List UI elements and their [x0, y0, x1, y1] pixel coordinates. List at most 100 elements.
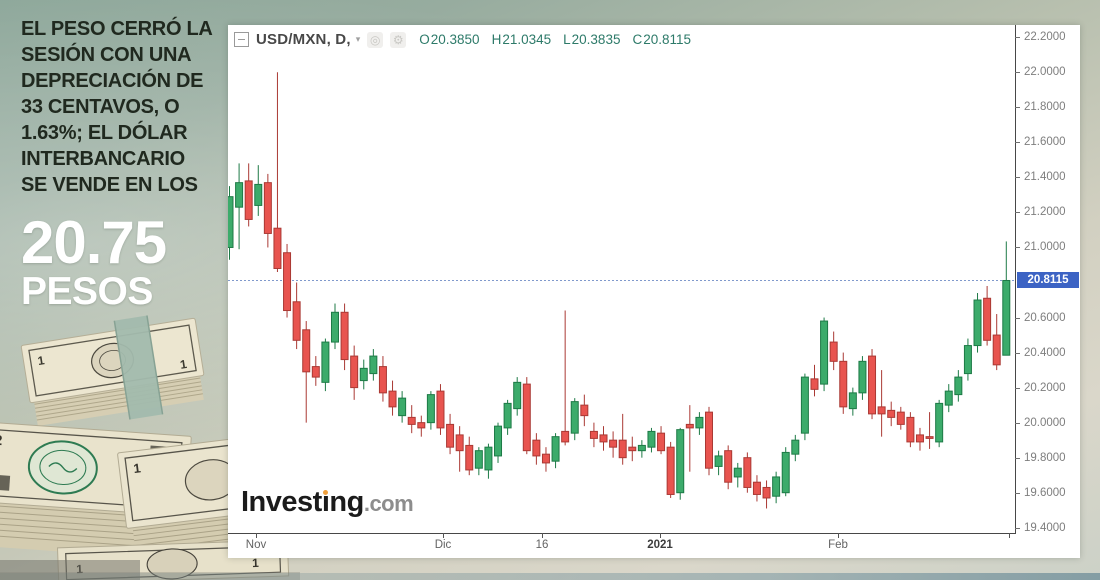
candle: [407, 416, 416, 425]
close-value: C20.8115: [632, 32, 692, 47]
collapse-chart-button[interactable]: [234, 32, 249, 47]
candle: [503, 402, 512, 429]
candle: [522, 383, 531, 452]
candle: [340, 311, 349, 361]
date-axis-tick: [443, 533, 444, 538]
date-axis-label: Feb: [828, 539, 848, 551]
candle: [695, 416, 704, 429]
price-axis-label: 21.4000: [1024, 171, 1066, 184]
price-axis-label: 19.8000: [1024, 451, 1066, 464]
svg-text:1: 1: [179, 357, 188, 372]
headline-line: SESIÓN CON UNA: [21, 44, 192, 66]
candle: [858, 360, 867, 394]
price-axis-tick: [1015, 212, 1020, 214]
ohlc-readout: O20.3850 H21.0345 L20.3835 C20.8115: [419, 32, 691, 47]
price-axis-label: 21.6000: [1024, 136, 1066, 149]
date-axis-label: Dic: [434, 539, 452, 551]
candle: [810, 378, 819, 390]
chart-panel: USD/MXN, D, ▾ ◎ ⚙ O20.3850 H21.0345 L20.…: [228, 25, 1080, 558]
headline-block: EL PESO CERRÓ LA SESIÓN CON UNA DEPRECIA…: [21, 16, 221, 312]
candle: [992, 334, 1001, 366]
candle: [532, 439, 541, 457]
candle: [599, 434, 608, 443]
candle: [417, 422, 426, 429]
symbol-label[interactable]: USD/MXN, D,: [256, 31, 351, 48]
candle: [935, 402, 944, 443]
headline-line: 33 CENTAVOS, O: [21, 96, 180, 118]
snapshot-icon[interactable]: ◎: [367, 31, 384, 48]
headline-line: INTERBANCARIO: [21, 148, 185, 170]
candle: [254, 183, 263, 206]
headline-line: SE VENDE EN LOS: [21, 174, 198, 196]
candle: [915, 434, 924, 443]
candlestick-plot[interactable]: [228, 25, 1016, 534]
date-axis-tick: [256, 533, 257, 538]
minus-icon: [238, 39, 245, 40]
candle: [666, 446, 675, 495]
headline-line: EL PESO CERRÓ LA: [21, 18, 213, 40]
date-axis-tick: [838, 533, 839, 538]
price-axis-tick: [1015, 387, 1020, 389]
chevron-down-icon[interactable]: ▾: [355, 34, 361, 44]
candle: [848, 392, 857, 410]
headline-line: 1.63%; EL DÓLAR: [21, 122, 188, 144]
candle: [983, 297, 992, 341]
svg-text:1: 1: [133, 460, 142, 476]
candle: [839, 360, 848, 408]
candle: [628, 446, 637, 452]
gear-icon[interactable]: ⚙: [390, 31, 407, 48]
photo-bottom-edge: [0, 573, 1100, 580]
candle: [887, 409, 896, 418]
candle: [925, 436, 934, 439]
price-axis-tick: [1015, 107, 1020, 109]
price-axis-tick: [1015, 72, 1020, 74]
candle: [302, 329, 311, 373]
candle: [369, 355, 378, 375]
candle: [963, 345, 972, 375]
candle: [398, 397, 407, 417]
candle: [378, 366, 387, 394]
candle: [705, 411, 713, 469]
investing-wordmark: Investı ng: [241, 486, 364, 518]
candle: [311, 366, 320, 378]
candle: [637, 444, 646, 452]
candle: [580, 404, 589, 417]
candle: [551, 436, 560, 462]
svg-text:1: 1: [252, 556, 259, 570]
price-axis-tick: [1015, 457, 1020, 459]
price-axis-tick: [1015, 142, 1020, 144]
candle: [292, 301, 301, 341]
candle: [685, 423, 694, 429]
price-axis-label: 21.8000: [1024, 101, 1066, 114]
price-axis-label: 19.6000: [1024, 486, 1066, 499]
candle: [752, 481, 761, 495]
logo-com-suffix: .com: [363, 491, 414, 516]
candle: [474, 450, 483, 469]
candle: [781, 451, 790, 494]
candle: [570, 401, 579, 434]
price-axis-label: 20.6000: [1024, 311, 1066, 324]
price-axis-label: 21.2000: [1024, 206, 1066, 219]
date-axis-tick: [542, 533, 543, 538]
date-axis-label: Nov: [245, 539, 267, 551]
candle: [263, 182, 272, 234]
logo-orange-dot: [322, 490, 328, 495]
candle: [446, 423, 455, 448]
headline-big-number: 20.75: [21, 209, 167, 276]
candle: [733, 467, 742, 478]
candle: [388, 390, 397, 408]
candle: [541, 453, 550, 464]
candle: [426, 394, 435, 424]
candle: [743, 457, 752, 488]
date-axis-tick: [660, 533, 661, 538]
candle: [829, 341, 838, 362]
candle: [877, 406, 886, 415]
candle: [954, 376, 963, 396]
candle: [714, 455, 723, 467]
candle: [561, 430, 570, 443]
price-axis-label: 20.4000: [1024, 346, 1066, 359]
candle: [657, 432, 666, 452]
price-axis-tick: [1015, 317, 1020, 319]
price-axis-label: 20.0000: [1024, 416, 1066, 429]
